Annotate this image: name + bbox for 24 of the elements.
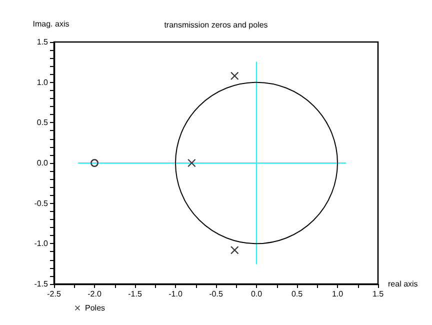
- point: [90, 159, 98, 167]
- y-tick-label: 1.5: [36, 38, 49, 46]
- x-tick-label: -1.5: [128, 290, 142, 298]
- y-tick-label: -0.5: [34, 198, 49, 208]
- y-tick-label: -1.5: [34, 280, 49, 288]
- legend-label: Poles: [85, 304, 106, 312]
- x-tick-label: -2.0: [88, 290, 102, 298]
- y-tick-label: 0.5: [36, 118, 49, 128]
- y-tick-label: -1.0: [34, 239, 49, 248]
- point: [230, 246, 239, 254]
- point: [230, 72, 239, 80]
- x-tick-label: -0.5: [209, 290, 224, 298]
- point: [188, 159, 196, 167]
- y-tick-label: 1.0: [36, 78, 49, 87]
- y-tick-label: 0.0: [36, 158, 49, 168]
- y-axis-title: Imag. axis: [32, 20, 70, 28]
- x-tick-label: -1.0: [168, 290, 183, 298]
- x-tick-label: 1.0: [332, 290, 344, 298]
- x-tick-label: 1.5: [372, 290, 384, 298]
- x-tick-label: 0.0: [250, 290, 263, 298]
- x-axis-title: real axis: [388, 280, 418, 288]
- x-tick-label: 0.5: [291, 290, 304, 298]
- x-tick-label: -2.5: [47, 290, 62, 298]
- chart-title: transmission zeros and poles: [164, 20, 268, 30]
